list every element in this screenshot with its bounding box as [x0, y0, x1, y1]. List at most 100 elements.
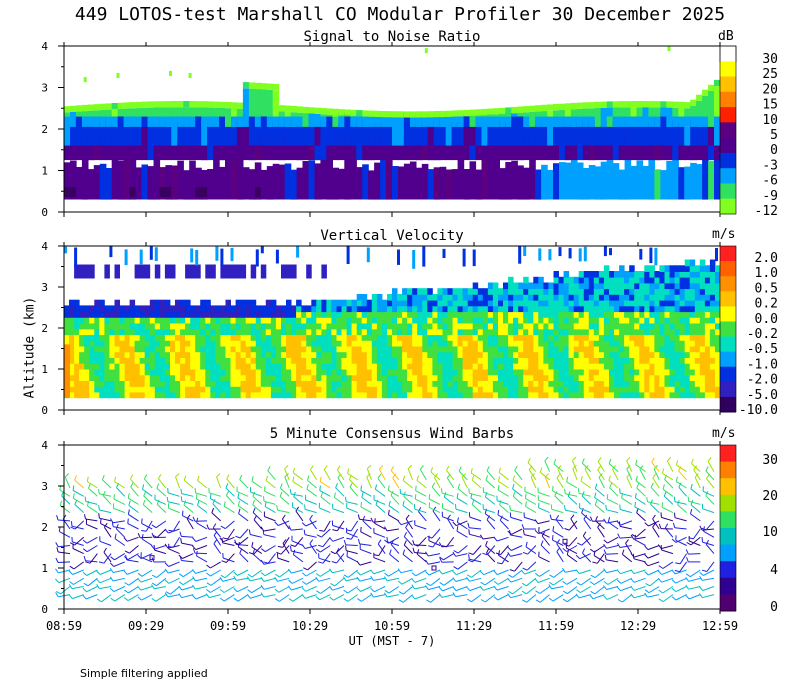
velocity-speck — [578, 248, 582, 262]
velocity-cell — [286, 316, 292, 324]
velocity-cell — [286, 391, 292, 399]
velocity-speck — [124, 249, 128, 266]
snr-cell — [672, 115, 679, 127]
velocity-cell — [164, 322, 171, 330]
velocity-cell — [694, 276, 701, 284]
snr-cell — [111, 114, 119, 127]
velocity-cell — [346, 357, 353, 364]
velocity-cell — [518, 368, 524, 376]
velocity-cell — [94, 380, 100, 387]
wind-barb-flag — [316, 548, 321, 553]
velocity-cell — [387, 374, 393, 381]
snr-cell — [451, 110, 459, 117]
velocity-cell — [715, 294, 721, 301]
velocity-cell — [114, 264, 120, 279]
wind-barb — [528, 469, 537, 481]
snr-cell — [576, 114, 584, 127]
velocity-cell — [614, 339, 620, 347]
velocity-cell — [498, 316, 504, 324]
velocity-cell — [603, 385, 610, 393]
velocity-cell — [472, 357, 479, 364]
velocity-cell — [392, 362, 398, 370]
velocity-cell — [79, 328, 85, 336]
wind-barb — [113, 498, 126, 505]
wind-barb-flag — [466, 598, 472, 603]
wind-barb-flag — [84, 514, 86, 520]
wind-barb — [526, 586, 537, 595]
wind-barb — [415, 490, 427, 497]
velocity-cell — [381, 362, 388, 370]
wind-barb — [544, 460, 551, 472]
velocity-cell — [306, 264, 312, 279]
velocity-cell — [689, 374, 696, 381]
wind-barb-flag — [575, 569, 580, 574]
velocity-cell — [654, 385, 660, 393]
velocity-cell — [639, 357, 645, 364]
velocity-cell — [457, 328, 464, 336]
wind-barb — [332, 508, 345, 514]
colorbar-swatch — [720, 152, 736, 169]
wind-barb — [402, 505, 413, 514]
wind-barb — [277, 557, 290, 563]
velocity-cell — [684, 288, 691, 295]
velocity-cell — [523, 322, 529, 330]
wind-barb — [72, 541, 84, 546]
velocity-cell — [709, 345, 716, 353]
wind-barb — [581, 495, 592, 505]
velocity-cell — [265, 385, 272, 393]
velocity-cell — [644, 391, 650, 399]
velocity-cell — [609, 362, 615, 370]
wind-barb-flag — [592, 561, 598, 564]
snr-cell — [380, 134, 387, 161]
wind-barb — [167, 492, 180, 497]
velocity-cell — [69, 351, 75, 358]
velocity-cell — [275, 391, 282, 399]
wind-barb — [168, 507, 180, 514]
velocity-cell — [583, 299, 590, 307]
wind-barb-flag — [137, 533, 141, 538]
wind-barb — [485, 479, 496, 489]
velocity-cell — [679, 294, 686, 301]
velocity-cell — [629, 351, 635, 358]
velocity-cell — [351, 351, 358, 358]
velocity-cell — [644, 282, 650, 290]
velocity-cell — [472, 380, 479, 387]
velocity-cell — [462, 328, 469, 336]
snr-cell — [260, 169, 268, 200]
wind-barb — [99, 586, 112, 590]
wind-barb — [195, 536, 208, 542]
velocity-cell — [472, 345, 479, 353]
velocity-cell — [603, 357, 610, 364]
wind-barb — [144, 478, 153, 489]
wind-barb-flag — [671, 538, 677, 543]
velocity-cell — [619, 385, 625, 393]
wind-barb-flag — [195, 493, 198, 499]
snr-cell — [421, 163, 429, 200]
velocity-cell — [371, 316, 378, 324]
snr-cell — [439, 166, 447, 200]
wind-barb — [457, 561, 468, 570]
wind-barb — [461, 476, 468, 489]
snr-cell — [153, 107, 161, 117]
velocity-cell — [170, 380, 176, 387]
wind-barb — [359, 577, 372, 582]
wind-barb — [499, 504, 509, 513]
wind-barb-flag — [109, 562, 115, 567]
wind-barb-flag — [674, 512, 676, 518]
velocity-cell — [553, 282, 559, 290]
velocity-cell — [316, 380, 322, 387]
velocity-cell — [553, 368, 559, 376]
velocity-cell — [281, 380, 287, 387]
velocity-cell — [553, 374, 559, 381]
velocity-cell — [225, 305, 231, 313]
velocity-cell — [74, 322, 80, 330]
velocity-cell — [346, 362, 353, 370]
velocity-cell — [245, 380, 252, 387]
velocity-cell — [523, 282, 529, 290]
wind-barb-flag — [388, 500, 391, 506]
velocity-cell — [598, 276, 605, 284]
velocity-cell — [513, 294, 519, 301]
velocity-cell — [689, 288, 696, 295]
velocity-speck — [220, 248, 224, 266]
wind-barb-flag — [274, 598, 280, 602]
